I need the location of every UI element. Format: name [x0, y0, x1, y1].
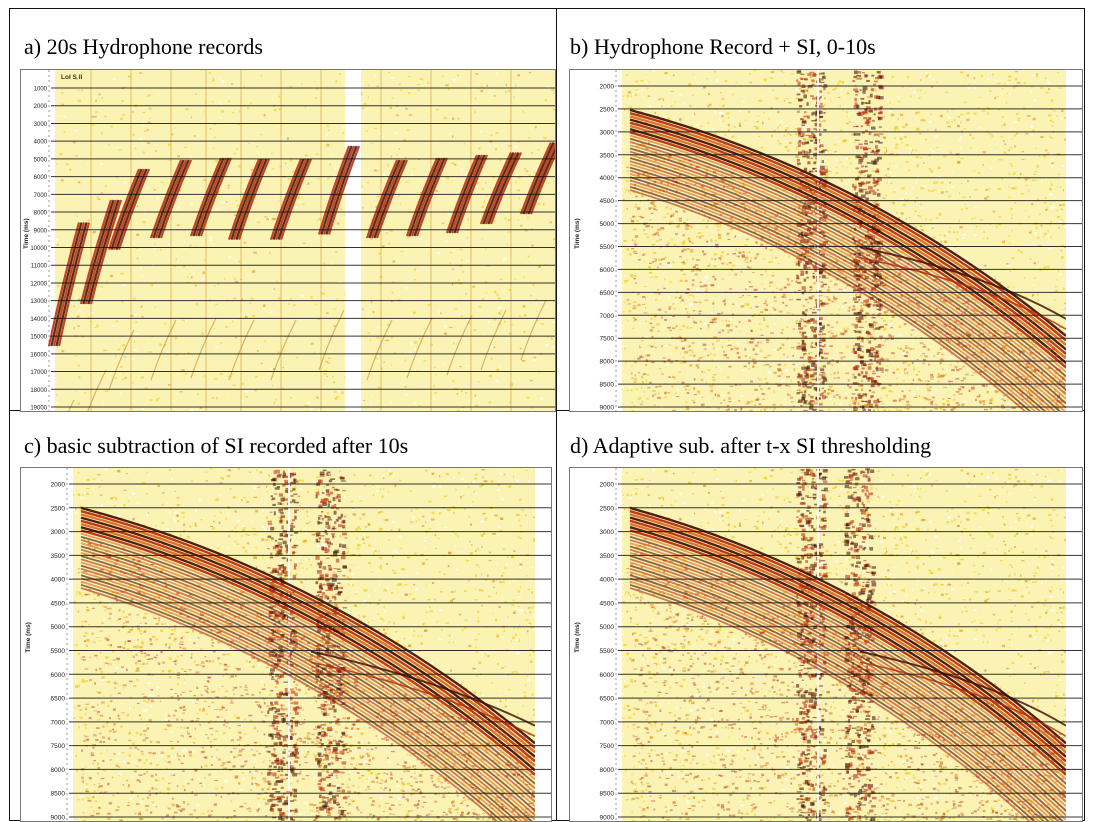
time-tick-label: 5000 — [51, 624, 66, 631]
seismic-image: 2000 2500 3000 3500 4000 4500 5000 5500 6000 6500… — [21, 468, 551, 821]
table-border-right — [1084, 8, 1085, 821]
time-tick-label: 8500 — [600, 791, 615, 798]
time-tick-label: 3000 — [600, 529, 615, 536]
seismic-panel-a: 1000 2000 3000 4000 5000 6000 7000 8000 9000 1000… — [20, 69, 556, 412]
seismic-panel-b: 2000 2500 3000 3500 4000 4500 5000 5500 6000 6500… — [569, 69, 1083, 412]
time-axis-title: Time (ms) — [25, 622, 32, 653]
seismic-panel-d: 2000 2500 3000 3500 4000 4500 5000 5500 6000 6500… — [569, 467, 1083, 822]
cell-a: a) 20s Hydrophone records 1000 2000 3000 40… — [10, 9, 556, 410]
time-tick-label: 4000 — [51, 577, 66, 584]
time-tick-labels: 2000 2500 3000 3500 4000 4500 5000 5500 6000 6500… — [600, 482, 615, 822]
time-tick-label: 12000 — [30, 281, 47, 287]
time-tick-label: 3000 — [51, 529, 66, 536]
time-tick-label: 5000 — [34, 157, 48, 163]
time-tick-label: 13000 — [30, 299, 47, 305]
time-tick-label: 8000 — [34, 211, 48, 217]
time-tick-label: 7000 — [600, 719, 615, 726]
time-tick-label: 2000 — [34, 104, 48, 110]
time-axis-title: Time (ms) — [23, 218, 30, 249]
time-tick-labels: 2000 2500 3000 3500 4000 4500 5000 5500 6000 6500… — [51, 482, 66, 822]
time-tick-label: 3500 — [51, 553, 66, 560]
time-tick-label: 6000 — [600, 672, 615, 679]
time-tick-label: 7000 — [34, 193, 48, 199]
panel-label: LoI S II — [61, 74, 83, 81]
time-tick-label: 7500 — [600, 743, 615, 750]
time-tick-label: 8000 — [600, 767, 615, 774]
time-tick-label: 7500 — [51, 743, 66, 750]
caption-b: b) Hydrophone Record + SI, 0-10s — [570, 34, 876, 60]
time-tick-label: 2000 — [600, 482, 615, 489]
time-tick-label: 5000 — [600, 624, 615, 631]
time-tick-label: 5500 — [51, 648, 66, 655]
seismic-image: 2000 2500 3000 3500 4000 4500 5000 5500 6000 6500… — [570, 70, 1082, 411]
time-tick-label: 4500 — [600, 198, 615, 205]
cell-c: c) basic subtraction of SI recorded afte… — [10, 411, 556, 820]
time-tick-label: 9000 — [51, 815, 66, 822]
time-tick-label: 6500 — [600, 290, 615, 297]
time-tick-label: 3000 — [600, 129, 615, 136]
time-tick-label: 2500 — [51, 505, 66, 512]
caption-a: a) 20s Hydrophone records — [24, 34, 263, 60]
time-tick-label: 2000 — [600, 84, 615, 91]
time-tick-label: 7500 — [600, 336, 615, 343]
time-tick-label: 1000 — [34, 87, 48, 93]
time-tick-label: 16000 — [30, 352, 47, 358]
time-tick-label: 6000 — [600, 267, 615, 274]
seismic-image: 2000 2500 3000 3500 4000 4500 5000 5500 6000 6500… — [570, 468, 1082, 821]
time-tick-label: 5500 — [600, 244, 615, 251]
time-tick-label: 5000 — [600, 221, 615, 228]
caption-d: d) Adaptive sub. after t-x SI thresholdi… — [570, 433, 931, 459]
seismic-panel-c: 2000 2500 3000 3500 4000 4500 5000 5500 6000 6500… — [20, 467, 552, 822]
time-tick-label: 3500 — [600, 553, 615, 560]
seismic-image: 1000 2000 3000 4000 5000 6000 7000 8000 9000 1000… — [21, 70, 555, 411]
time-tick-label: 18000 — [30, 388, 47, 394]
time-tick-label: 8000 — [51, 767, 66, 774]
time-tick-label: 6500 — [600, 696, 615, 703]
caption-c: c) basic subtraction of SI recorded afte… — [24, 433, 408, 459]
cell-b: b) Hydrophone Record + SI, 0-10s 2000 250… — [557, 9, 1084, 410]
time-tick-label: 11000 — [31, 264, 48, 270]
time-tick-label: 9000 — [34, 228, 48, 234]
time-tick-label: 6500 — [51, 696, 66, 703]
time-tick-label: 10000 — [30, 246, 47, 252]
time-axis-title: Time (ms) — [574, 218, 581, 249]
time-tick-label: 14000 — [30, 317, 47, 323]
time-tick-label: 2500 — [600, 106, 615, 113]
time-tick-label: 8500 — [51, 791, 66, 798]
time-tick-label: 17000 — [30, 370, 47, 376]
time-tick-label: 3000 — [34, 122, 48, 128]
time-tick-label: 8000 — [600, 359, 615, 366]
time-tick-label: 2000 — [51, 482, 66, 489]
time-tick-label: 2500 — [600, 505, 615, 512]
data-gap — [345, 70, 361, 411]
time-tick-labels: 2000 2500 3000 3500 4000 4500 5000 5500 6000 6500… — [600, 84, 615, 412]
cell-d: d) Adaptive sub. after t-x SI thresholdi… — [557, 411, 1084, 820]
time-tick-label: 7000 — [51, 719, 66, 726]
time-axis-title: Time (ms) — [574, 622, 581, 653]
time-tick-label: 4000 — [600, 175, 615, 182]
time-tick-label: 4000 — [600, 577, 615, 584]
time-tick-label: 9000 — [600, 815, 615, 822]
time-tick-label: 4500 — [51, 600, 66, 607]
time-tick-label: 15000 — [30, 335, 47, 341]
time-tick-label: 4500 — [600, 600, 615, 607]
time-tick-label: 4000 — [34, 140, 48, 146]
time-tick-label: 6000 — [34, 175, 48, 181]
time-tick-label: 7000 — [600, 313, 615, 320]
time-tick-label: 6000 — [51, 672, 66, 679]
time-tick-label: 3500 — [600, 152, 615, 159]
time-tick-label: 8500 — [600, 382, 615, 389]
time-tick-label: 5500 — [600, 648, 615, 655]
